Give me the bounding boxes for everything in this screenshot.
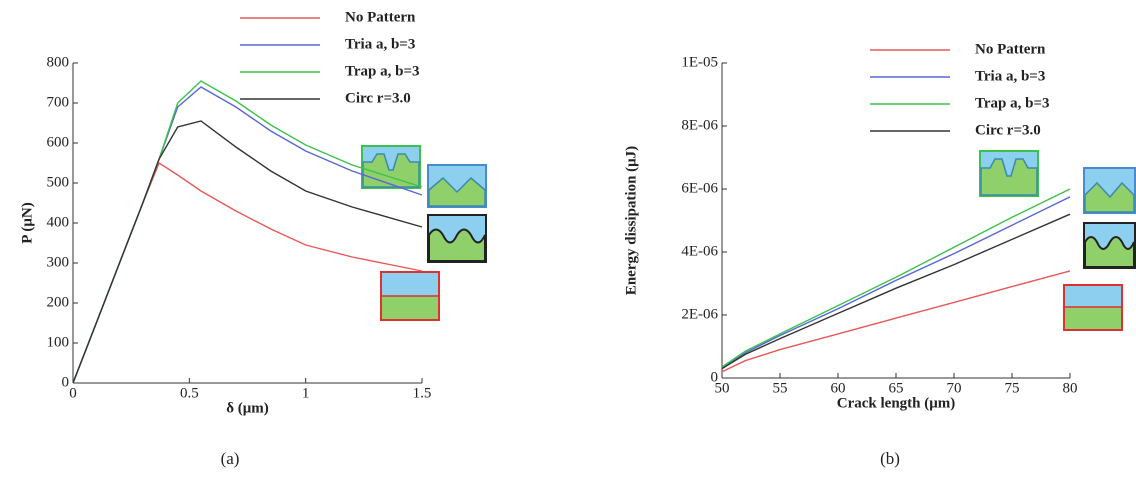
icon-flat (1063, 284, 1123, 331)
x-tick-label: 80 (1063, 380, 1078, 396)
y-tick-label: 700 (47, 94, 70, 110)
legend-label: Trap a, b=3 (975, 95, 1050, 111)
legend-label: Circ r=3.0 (975, 122, 1041, 138)
caption: (b) (880, 449, 900, 468)
y-tick-label: 2E-06 (681, 306, 718, 322)
x-axis-label: Crack length (μm) (837, 395, 955, 411)
legend-label: No Pattern (345, 9, 416, 25)
caption: (a) (221, 449, 240, 468)
y-tick-label: 500 (47, 174, 70, 190)
data-line (721, 270, 1071, 373)
x-tick-label: 50 (715, 380, 730, 396)
data-line (72, 80, 423, 384)
icon-tria (427, 164, 487, 208)
x-tick-label: 70 (947, 380, 962, 396)
x-tick-label: 75 (1005, 380, 1020, 396)
x-tick-label: 1.5 (413, 385, 432, 401)
icon-circ (427, 214, 487, 263)
y-tick-label: 0 (711, 369, 719, 385)
icon-circ (1083, 222, 1136, 269)
data-line (72, 120, 423, 384)
x-tick-label: 0.5 (180, 385, 199, 401)
y-tick-label: 200 (47, 294, 70, 310)
x-tick-label: 0 (69, 385, 77, 401)
data-line (72, 161, 423, 384)
y-axis-label: P (μN) (19, 202, 35, 243)
y-tick-label: 800 (47, 54, 70, 70)
x-axis-label: δ (μm) (226, 400, 269, 416)
legend-label: No Pattern (975, 41, 1046, 57)
y-tick-label: 4E-06 (681, 243, 718, 259)
legend-label: Tria a, b=3 (975, 68, 1045, 84)
y-tick-label: 6E-06 (681, 180, 718, 196)
icon-tria (1083, 167, 1136, 214)
icon-trap (979, 150, 1039, 197)
data-line (721, 196, 1071, 370)
x-tick-label: 1 (302, 385, 310, 401)
data-line (72, 86, 423, 384)
x-tick-label: 65 (889, 380, 904, 396)
y-tick-label: 400 (47, 214, 70, 230)
y-tick-label: 300 (47, 254, 70, 270)
data-line (721, 188, 1071, 368)
y-tick-label: 0 (62, 374, 70, 390)
y-tick-label: 100 (47, 334, 70, 350)
data-line (721, 213, 1071, 370)
legend-label: Trap a, b=3 (345, 63, 420, 79)
y-tick-label: 1E-05 (681, 54, 718, 70)
y-tick-label: 8E-06 (681, 117, 718, 133)
icon-flat (380, 271, 440, 321)
icon-trap (361, 145, 421, 189)
y-axis-label: Energy dissipation (μJ) (623, 146, 639, 295)
x-tick-label: 60 (831, 380, 846, 396)
legend-label: Circ r=3.0 (345, 90, 411, 106)
x-tick-label: 55 (773, 380, 788, 396)
y-tick-label: 600 (47, 134, 70, 150)
legend-label: Tria a, b=3 (345, 36, 415, 52)
